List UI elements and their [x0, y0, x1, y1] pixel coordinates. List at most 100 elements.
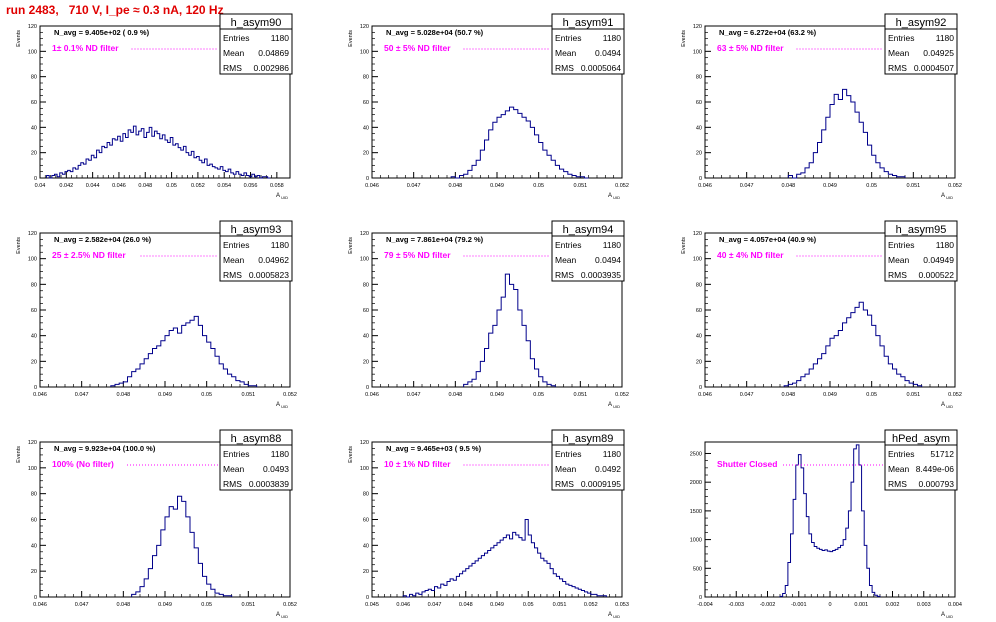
- histogram-outline: [779, 444, 881, 597]
- stats-box: [884, 220, 958, 282]
- histogram-name: h_asym88: [231, 433, 282, 445]
- y-axis-title: Events: [16, 446, 22, 463]
- histogram-bin: [444, 585, 447, 597]
- histogram-bin: [804, 494, 807, 597]
- histogram-bin: [189, 155, 192, 178]
- stats-key-mean: Mean: [555, 464, 577, 474]
- histogram-bin: [872, 592, 875, 597]
- navg-label: N_avg = 9.405e+02 ( 0.9 %): [54, 28, 150, 37]
- y-tick-label: 80: [696, 282, 702, 288]
- y-tick-label: 80: [31, 282, 37, 288]
- histogram-bin: [530, 359, 534, 387]
- histogram-bin: [161, 341, 165, 387]
- x-tick-label: 0.047: [740, 392, 754, 398]
- y-tick-label: 80: [363, 75, 369, 81]
- histogram-bin: [547, 563, 550, 597]
- x-axis-title-subscript: UID: [612, 614, 620, 619]
- histogram-outline: [783, 301, 923, 387]
- histogram-bin: [173, 328, 177, 387]
- stats-value-mean: 0.0492: [595, 464, 621, 474]
- histogram-bin: [516, 535, 519, 597]
- navg-label: N_avg = 6.272e+04 (63.2 %): [719, 28, 817, 37]
- histogram-bin: [223, 596, 227, 597]
- y-tick-label: 60: [363, 518, 369, 524]
- histogram-bin: [481, 556, 484, 597]
- histogram-bin: [780, 596, 783, 597]
- histogram-bin: [897, 374, 901, 387]
- x-tick-label: 0.048: [138, 183, 152, 189]
- histogram-bin: [410, 594, 413, 597]
- histogram-bin: [909, 383, 913, 387]
- histogram-bin: [86, 159, 89, 178]
- histogram-bin: [97, 150, 100, 178]
- y-axis-title: Events: [348, 237, 354, 254]
- stats-box: [219, 429, 293, 491]
- histogram-bin: [805, 168, 809, 178]
- histogram-bin: [880, 346, 884, 387]
- filter-label: 10 ± 1% ND filter: [384, 459, 451, 469]
- x-axis-title-subscript: UID: [945, 404, 953, 409]
- x-axis-title-subscript: UID: [945, 195, 953, 200]
- histogram-bin: [197, 156, 200, 178]
- histogram-bin: [190, 532, 194, 597]
- histogram-bin: [183, 146, 186, 178]
- x-axis-title: A UID: [941, 402, 953, 409]
- histogram-bin: [476, 372, 480, 387]
- histogram-bin: [110, 145, 113, 178]
- histogram-bin: [450, 579, 453, 597]
- histogram-bin: [148, 354, 152, 387]
- histogram-bin: [905, 381, 909, 387]
- y-tick-label: 120: [693, 231, 702, 237]
- x-axis-title-subscript: UID: [280, 614, 288, 619]
- histogram-bin: [190, 320, 194, 387]
- histogram-bin: [131, 132, 134, 178]
- y-tick-label: 100: [28, 466, 37, 472]
- histogram-bin: [463, 571, 466, 597]
- x-axis-title: A UID: [608, 402, 620, 409]
- histogram-bin: [466, 569, 469, 597]
- y-tick-label: 40: [363, 543, 369, 549]
- histogram-panel-hPed_asym: -0.004 -0.003 -0.002 -0.001 0 0.001 0.002 0.003…: [690, 429, 962, 619]
- y-tick-label: 120: [28, 231, 37, 237]
- histogram-bin: [809, 163, 813, 178]
- stats-key-entries: Entries: [555, 240, 581, 250]
- y-tick-label: 120: [28, 440, 37, 446]
- histogram-bin: [83, 164, 86, 178]
- histogram-bin: [99, 153, 102, 178]
- histogram-bin: [76, 169, 79, 178]
- stats-box: [551, 13, 625, 75]
- histogram-bin: [132, 594, 136, 597]
- x-tick-label: 0.052: [584, 602, 598, 608]
- filter-label: 79 ± 5% ND filter: [384, 250, 451, 260]
- stats-box: [219, 220, 293, 282]
- x-tick-label: 0.054: [217, 183, 231, 189]
- histogram-bin: [211, 589, 215, 597]
- histogram-bin: [215, 168, 218, 178]
- histogram-bin: [257, 175, 260, 178]
- x-tick-label: 0.046: [365, 183, 379, 189]
- y-tick-label: 120: [360, 231, 369, 237]
- y-tick-label: 100: [28, 49, 37, 55]
- histogram-name: h_asym89: [563, 433, 614, 445]
- histogram-bin: [139, 131, 142, 178]
- stats-key-rms: RMS: [223, 63, 242, 73]
- histogram-bin: [186, 153, 189, 178]
- stats-value-rms: 0.0009195: [581, 479, 621, 489]
- histogram-bin: [522, 540, 525, 597]
- histogram-bin: [431, 591, 434, 597]
- histogram-bin: [797, 381, 801, 387]
- histogram-bin: [239, 174, 242, 178]
- histogram-bin: [809, 534, 812, 597]
- histogram-bin: [830, 338, 834, 387]
- histogram-bin: [550, 569, 553, 597]
- histogram-panel-h_asym89: 0.045 0.046 0.047 0.048 0.049 0.05 0.051 0.052 0…: [348, 429, 629, 619]
- histogram-bin: [472, 563, 475, 597]
- x-tick-label: 0.053: [615, 602, 629, 608]
- stats-value-entries: 1180: [936, 33, 955, 43]
- stats-key-mean: Mean: [555, 48, 577, 58]
- histogram-bin: [140, 587, 144, 597]
- histogram-bin: [826, 346, 830, 387]
- stats-key-rms: RMS: [555, 63, 574, 73]
- histogram-bin: [872, 155, 876, 178]
- histogram-bin: [60, 173, 63, 178]
